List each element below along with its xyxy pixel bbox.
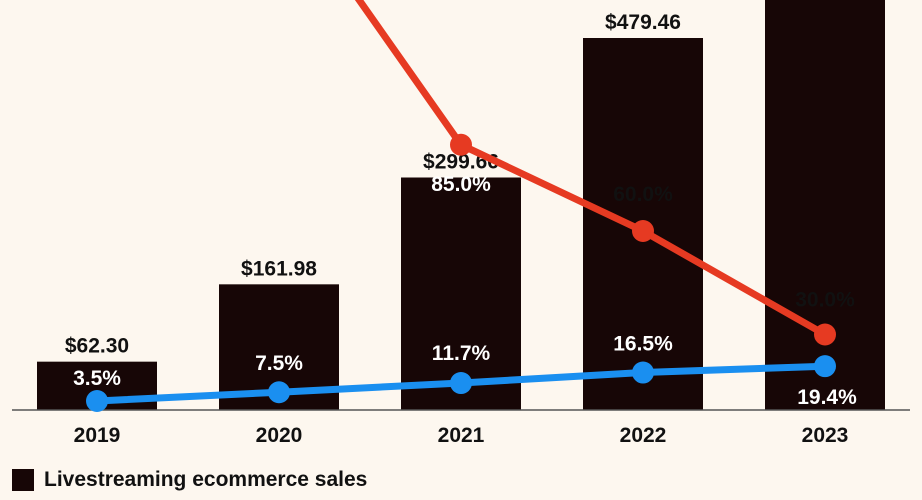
blue-point-2020 <box>268 381 290 404</box>
blue-value-label-2021: 11.7% <box>432 342 491 365</box>
blue-value-label-2022: 16.5% <box>613 333 673 356</box>
legend-label: Livestreaming ecommerce sales <box>44 468 368 491</box>
bar-2023 <box>765 0 885 410</box>
red-value-label-2023: 30.0% <box>795 289 855 312</box>
x-tick-label-2019: 2019 <box>74 424 121 447</box>
legend-swatch <box>12 469 34 491</box>
red-value-label-2021: 85.0% <box>431 173 491 196</box>
blue-point-2021 <box>450 372 472 395</box>
x-tick-label-2021: 2021 <box>438 424 485 447</box>
blue-value-label-2019: 3.5% <box>73 367 121 390</box>
red-point-2022 <box>632 220 654 242</box>
blue-point-2019 <box>86 390 108 412</box>
bar-2021 <box>401 177 521 410</box>
red-point-2021 <box>450 133 472 156</box>
bar-value-label-2020: $161.98 <box>241 257 317 280</box>
blue-point-2022 <box>632 361 654 384</box>
bar-value-label-2022: $479.46 <box>605 11 681 34</box>
blue-value-label-2023: 19.4% <box>797 386 857 409</box>
blue-point-2023 <box>814 355 836 378</box>
bar-value-label-2019: $62.30 <box>65 335 129 358</box>
red-series-line <box>354 0 829 338</box>
x-tick-label-2020: 2020 <box>256 424 303 447</box>
chart-legend: Livestreaming ecommerce sales <box>12 466 367 494</box>
x-tick-label-2023: 2023 <box>802 424 849 447</box>
red-point-2023 <box>814 323 836 346</box>
red-value-label-2022: 60.0% <box>613 183 673 206</box>
x-tick-label-2022: 2022 <box>620 424 667 447</box>
blue-value-label-2020: 7.5% <box>255 352 303 375</box>
